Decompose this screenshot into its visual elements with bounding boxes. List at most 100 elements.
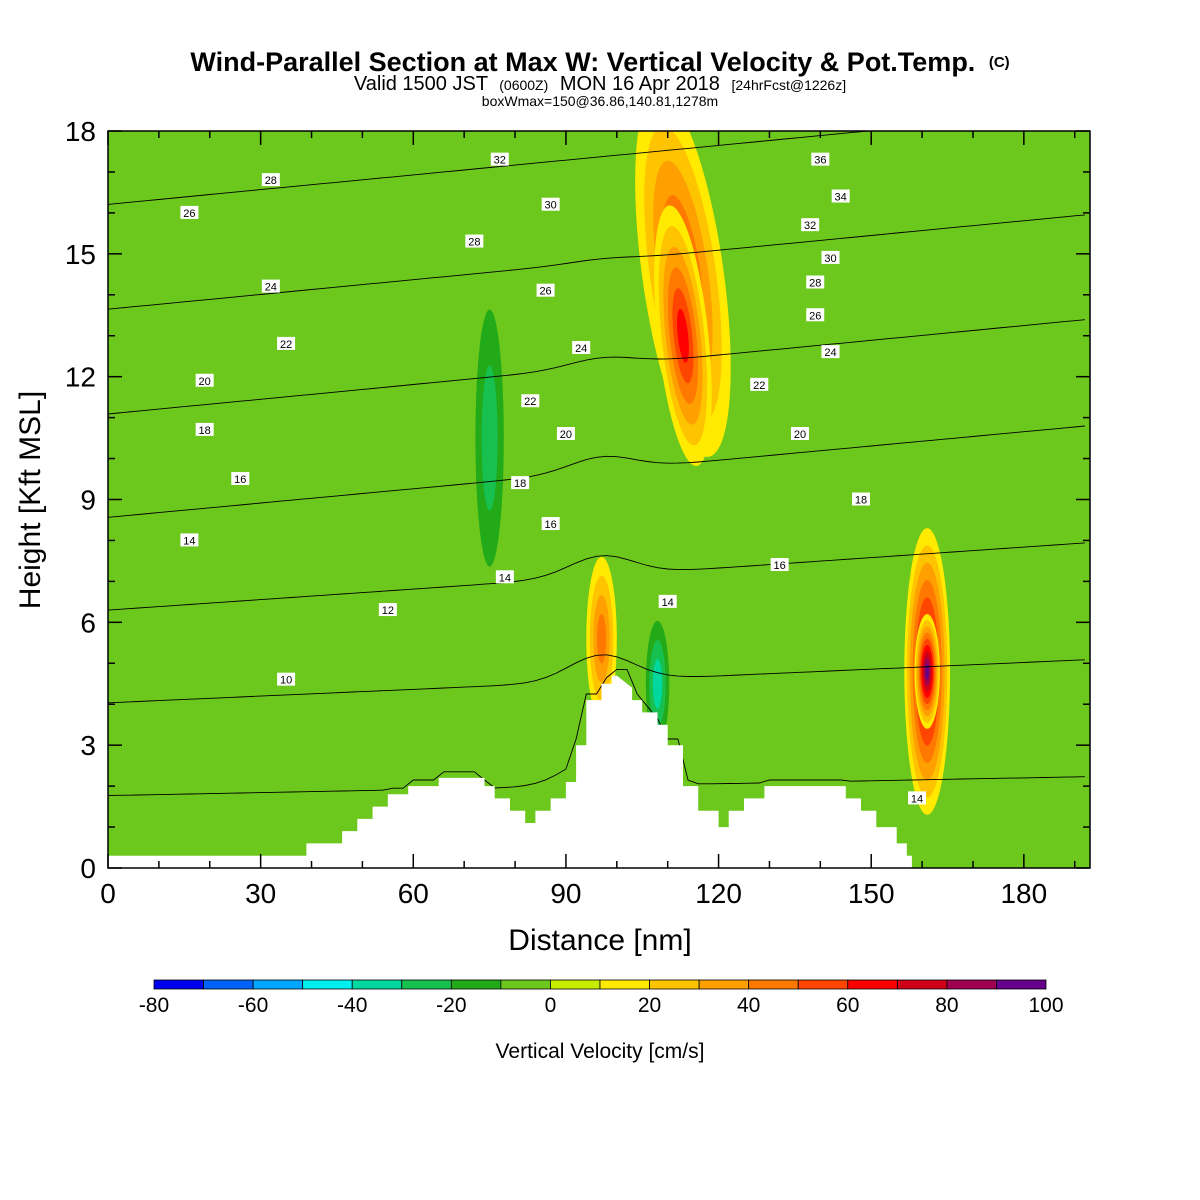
contour-label: 28 xyxy=(809,277,821,289)
x-tick-label: 0 xyxy=(100,878,116,909)
contour-label: 14 xyxy=(183,535,195,547)
chart-title: Wind-Parallel Section at Max W: Vertical… xyxy=(190,47,1009,77)
theta-contour xyxy=(108,542,1085,611)
chart-title-main: Wind-Parallel Section at Max W: Vertical… xyxy=(190,47,975,77)
contour-label-box xyxy=(821,345,840,359)
theta-contour xyxy=(108,131,873,205)
contour-label: 18 xyxy=(855,495,867,507)
colorbar-tick-label: 40 xyxy=(737,994,760,1017)
x-tick-label: 60 xyxy=(398,878,429,909)
colorbar-tick-label: -20 xyxy=(436,994,466,1017)
x-tick-label: 90 xyxy=(550,878,581,909)
contour-label-box xyxy=(770,558,789,572)
colorbar-swatch xyxy=(599,979,650,990)
contour-label-box xyxy=(231,472,250,486)
contour-label: 26 xyxy=(809,310,821,322)
contour-label-box xyxy=(180,205,199,219)
w-isoband xyxy=(925,663,929,680)
contour-label: 22 xyxy=(280,339,292,351)
contour-label: 22 xyxy=(524,396,536,408)
contour-label: 16 xyxy=(774,560,786,572)
contour-label-box xyxy=(556,426,575,440)
colorbar-swatch xyxy=(153,979,204,990)
colorbar-tick-label: -40 xyxy=(337,994,367,1017)
contour-label-box xyxy=(378,603,397,617)
x-tick-label: 120 xyxy=(695,878,742,909)
chart-subtitle-fcst: [24hrFcst@1226z] xyxy=(732,77,847,93)
chart-subtitle-date: MON 16 Apr 2018 xyxy=(560,73,720,95)
chart-subtitle: Valid 1500 JST (0600Z) MON 16 Apr 2018 [… xyxy=(354,73,846,95)
contour-label: 20 xyxy=(199,376,211,388)
colorbar-swatch xyxy=(748,979,799,990)
contour-label-box xyxy=(495,570,514,584)
y-tick-label: 6 xyxy=(80,607,96,638)
contour-label-box xyxy=(490,152,509,166)
contour-label: 34 xyxy=(835,192,847,204)
x-tick-label: 180 xyxy=(1000,878,1047,909)
y-tick-label: 3 xyxy=(80,730,96,761)
x-axis-label: Distance [nm] xyxy=(508,924,691,957)
contour-label: 22 xyxy=(753,380,765,392)
colorbar-tick-label: 60 xyxy=(836,994,859,1017)
w-isoband xyxy=(677,308,689,363)
theta-contour xyxy=(108,668,1085,796)
contour-label-box xyxy=(811,152,830,166)
contour-label: 26 xyxy=(539,286,551,298)
contour-label-box xyxy=(261,173,280,187)
x-tick-label: 30 xyxy=(245,878,276,909)
contour-label-box xyxy=(806,308,825,322)
contour-label: 20 xyxy=(560,429,572,441)
contour-label-box xyxy=(541,517,560,531)
contour-label-box xyxy=(750,377,769,391)
contour-label-box xyxy=(658,594,677,608)
colorbar-tick-label: 0 xyxy=(545,994,557,1017)
colorbar-swatch xyxy=(698,979,750,990)
colorbar-swatch xyxy=(401,979,452,990)
chart-subtitle-utc: (0600Z) xyxy=(499,77,548,93)
contour-label-box xyxy=(277,336,296,350)
terrain xyxy=(108,675,1090,868)
contour-label: 18 xyxy=(199,425,211,437)
theta-contour xyxy=(108,654,1085,704)
colorbar-swatch xyxy=(351,979,403,990)
colorbar-swatch xyxy=(649,979,700,990)
theta-contour xyxy=(108,319,1085,415)
contour-label-box xyxy=(511,476,530,490)
contour-label: 24 xyxy=(575,343,587,355)
contour-label: 14 xyxy=(911,793,923,805)
contour-label: 20 xyxy=(794,429,806,441)
contour-label: 30 xyxy=(545,200,557,212)
contour-label: 16 xyxy=(545,519,557,531)
w-isoband xyxy=(596,613,607,664)
colorbar-tick-label: 100 xyxy=(1028,994,1063,1017)
colorbar-swatch xyxy=(797,979,849,990)
y-tick-label: 12 xyxy=(65,362,96,393)
contour-label-box xyxy=(195,422,214,436)
w-isoband xyxy=(652,658,663,709)
contour-label: 32 xyxy=(804,220,816,232)
colorbar-swatch xyxy=(500,979,551,990)
contour-label: 14 xyxy=(499,572,511,584)
contour-label: 24 xyxy=(824,347,836,359)
contour-label-box xyxy=(521,394,540,408)
colorbar-swatch xyxy=(847,979,898,990)
contour-label-box xyxy=(806,275,825,289)
contour-label-box xyxy=(261,279,280,293)
colorbar-swatch xyxy=(896,979,948,990)
contour-label-box xyxy=(821,250,840,264)
contour-label-box xyxy=(801,218,820,232)
contour-label-box xyxy=(572,341,591,355)
contour-label: 28 xyxy=(468,237,480,249)
colorbar-swatch xyxy=(450,979,502,990)
colorbar-label: Vertical Velocity [cm/s] xyxy=(496,1040,705,1063)
contour-label: 30 xyxy=(824,253,836,265)
contour-label-box xyxy=(277,672,296,686)
theta-contour xyxy=(108,425,1085,518)
colorbar-swatch xyxy=(252,979,304,990)
contour-label-box xyxy=(536,283,555,297)
contour-label-box xyxy=(831,189,850,203)
contour-label: 14 xyxy=(662,597,674,609)
colorbar-swatch xyxy=(946,979,997,990)
